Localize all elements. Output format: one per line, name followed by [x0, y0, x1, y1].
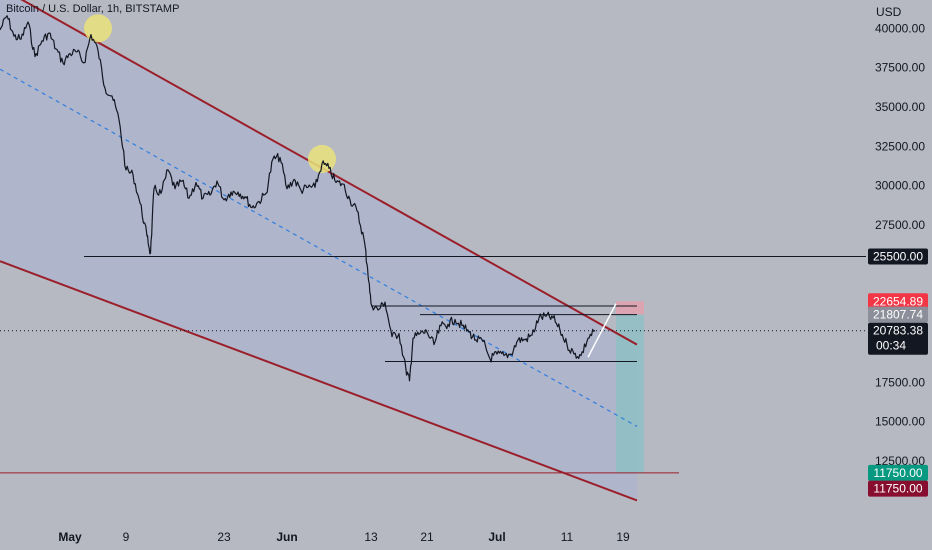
price-tag-0: [868, 248, 928, 265]
price-tag-label: 25500.00: [873, 249, 923, 263]
price-tag-3: [868, 464, 928, 481]
x-tick-label: 9: [123, 530, 130, 544]
x-tick-label: 23: [217, 530, 231, 544]
y-tick-label: 30000.00: [875, 179, 925, 193]
price-tag-label: 22654.89: [873, 294, 923, 308]
x-tick-label: 11: [561, 530, 574, 544]
y-tick-label: 15000.00: [875, 415, 925, 429]
price-tag-1: [868, 293, 928, 310]
x-tick-label: Jul: [488, 530, 505, 544]
y-tick-label: 17500.00: [875, 375, 925, 389]
y-tick-label: 37500.00: [875, 61, 925, 75]
take-profit-zone[interactable]: [616, 314, 644, 473]
stop-loss-zone[interactable]: [616, 301, 644, 315]
price-tag-label: 21807.74: [873, 308, 923, 322]
currency-label: USD: [876, 5, 902, 19]
highlight-marker-0[interactable]: [84, 14, 112, 43]
projection-path[interactable]: [587, 303, 617, 358]
price-tag-label: 11750.00: [873, 482, 922, 496]
y-tick-label: 32500.00: [875, 139, 925, 153]
x-tick-label: 21: [420, 530, 434, 544]
price-axis[interactable]: [866, 0, 932, 550]
price-tag-2: [868, 306, 928, 323]
y-tick-label: 40000.00: [875, 21, 925, 35]
current-price-tag: [868, 322, 928, 355]
price-series-line[interactable]: [0, 15, 596, 382]
x-tick-label: 13: [364, 530, 378, 544]
price-tag-4: [868, 480, 928, 497]
price-tag-label: 11750.00: [873, 466, 922, 480]
highlight-marker-1[interactable]: [308, 144, 336, 173]
channel-lower-line[interactable]: [0, 260, 638, 502]
symbol-title: Bitcoin / U.S. Dollar, 1h, BITSTAMP: [6, 3, 180, 15]
x-tick-label: Jun: [276, 530, 297, 544]
current-price-value: 20783.38: [873, 324, 923, 338]
y-tick-label: 27500.00: [875, 218, 925, 232]
bar-countdown: 00:34: [876, 339, 906, 353]
y-tick-label: 12500.00: [875, 454, 925, 468]
x-tick-label: May: [58, 530, 82, 544]
channel-midline[interactable]: [0, 68, 638, 427]
time-axis[interactable]: [0, 524, 932, 550]
x-tick-label: 19: [616, 530, 630, 544]
channel-fill: [0, 0, 637, 500]
y-tick-label: 35000.00: [875, 100, 925, 114]
